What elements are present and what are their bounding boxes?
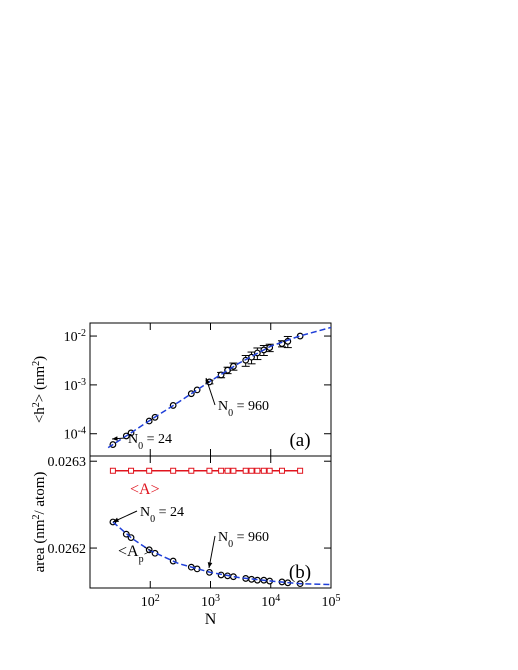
fit-curve — [107, 326, 332, 449]
data-point — [254, 467, 261, 474]
annotation-part: 0 — [150, 514, 155, 525]
arrow-head — [113, 517, 119, 522]
data-point — [278, 467, 285, 474]
annotation-part: 0 — [228, 408, 233, 419]
panel-label: (a) — [289, 430, 310, 451]
annotation-part: 0 — [138, 441, 143, 452]
tick-exponent: -3 — [78, 376, 86, 387]
x-axis-label: N — [205, 611, 217, 628]
annotation-part: N — [218, 530, 228, 545]
annotation: N0 = 24 — [140, 505, 184, 525]
data-point — [230, 467, 237, 474]
series-label-part: p — [139, 554, 144, 565]
y-tick-label: 0.0262 — [48, 542, 87, 557]
data-point — [224, 467, 231, 474]
annotation-part: = 960 — [233, 530, 269, 545]
x-tick-label: 104 — [261, 593, 280, 611]
series-label: <Ap> — [118, 543, 153, 565]
tick-exponent: -2 — [78, 328, 86, 339]
data-point — [170, 467, 177, 474]
tick-base: 10 — [201, 595, 215, 610]
data-point — [297, 467, 304, 474]
fit-curve — [112, 521, 332, 586]
annotation-part: N — [140, 505, 150, 520]
y-axis-label-part: <h — [32, 407, 48, 423]
tick-base: 10 — [64, 379, 78, 394]
data-point — [146, 467, 153, 474]
y-tick-label: 10-2 — [64, 328, 86, 346]
x-tick-label: 102 — [141, 593, 160, 611]
arrow-head — [207, 562, 213, 568]
y-tick-label: 10-4 — [64, 425, 86, 443]
y-axis-label-part: ) — [32, 356, 48, 361]
annotation: N0 = 960 — [218, 399, 269, 419]
tick-exponent: -4 — [78, 425, 86, 436]
series-label: <A> — [130, 481, 160, 498]
panel-label: (b) — [289, 562, 311, 583]
x-tick-label: 105 — [322, 593, 341, 611]
data-point — [188, 467, 195, 474]
tick-exponent: 4 — [275, 593, 280, 604]
data-point — [206, 467, 213, 474]
annotation-part: = 960 — [233, 399, 269, 414]
data-point — [218, 467, 225, 474]
annotation-part: N — [218, 399, 228, 414]
y-axis-label-part: 2 — [31, 361, 42, 366]
y-axis-label-part: 2 — [31, 402, 42, 407]
y-tick-label: 10-3 — [64, 376, 86, 394]
tick-base: 10 — [322, 595, 336, 610]
y-axis-label-part: area (nm — [32, 519, 48, 572]
series-label-part: > — [144, 543, 153, 560]
data-point — [128, 467, 135, 474]
x-tick-label: 103 — [201, 593, 220, 611]
annotation-part: N — [128, 432, 138, 447]
data-point — [260, 467, 267, 474]
annotation-part: = 24 — [155, 505, 184, 520]
annotation-part: = 24 — [143, 432, 172, 447]
tick-base: 10 — [64, 428, 78, 443]
tick-base: 10 — [64, 330, 78, 345]
tick-exponent: 2 — [155, 593, 160, 604]
tick-base: 10 — [261, 595, 275, 610]
y-axis-label-part: / atom) — [32, 472, 48, 515]
annotation: N0 = 24 — [128, 432, 172, 452]
data-point — [242, 467, 249, 474]
y-axis-label: area (nm2/ atom) — [31, 472, 49, 573]
series-label-part: <A — [118, 543, 139, 560]
annotation-part: 0 — [228, 539, 233, 550]
tick-base: 10 — [141, 595, 155, 610]
arrow-head — [205, 378, 210, 384]
tick-exponent: 5 — [336, 593, 341, 604]
y-axis-label-part: > (nm — [32, 365, 48, 402]
tick-exponent: 3 — [215, 593, 220, 604]
arrow-head — [112, 436, 118, 441]
data-point — [248, 467, 255, 474]
data-point — [109, 467, 116, 474]
annotation: N0 = 960 — [218, 530, 269, 550]
data-point — [266, 467, 273, 474]
y-axis-label: <h2> (nm2) — [31, 356, 49, 423]
y-tick-label: 0.0263 — [48, 455, 87, 470]
y-axis-label-part: 2 — [31, 515, 42, 520]
